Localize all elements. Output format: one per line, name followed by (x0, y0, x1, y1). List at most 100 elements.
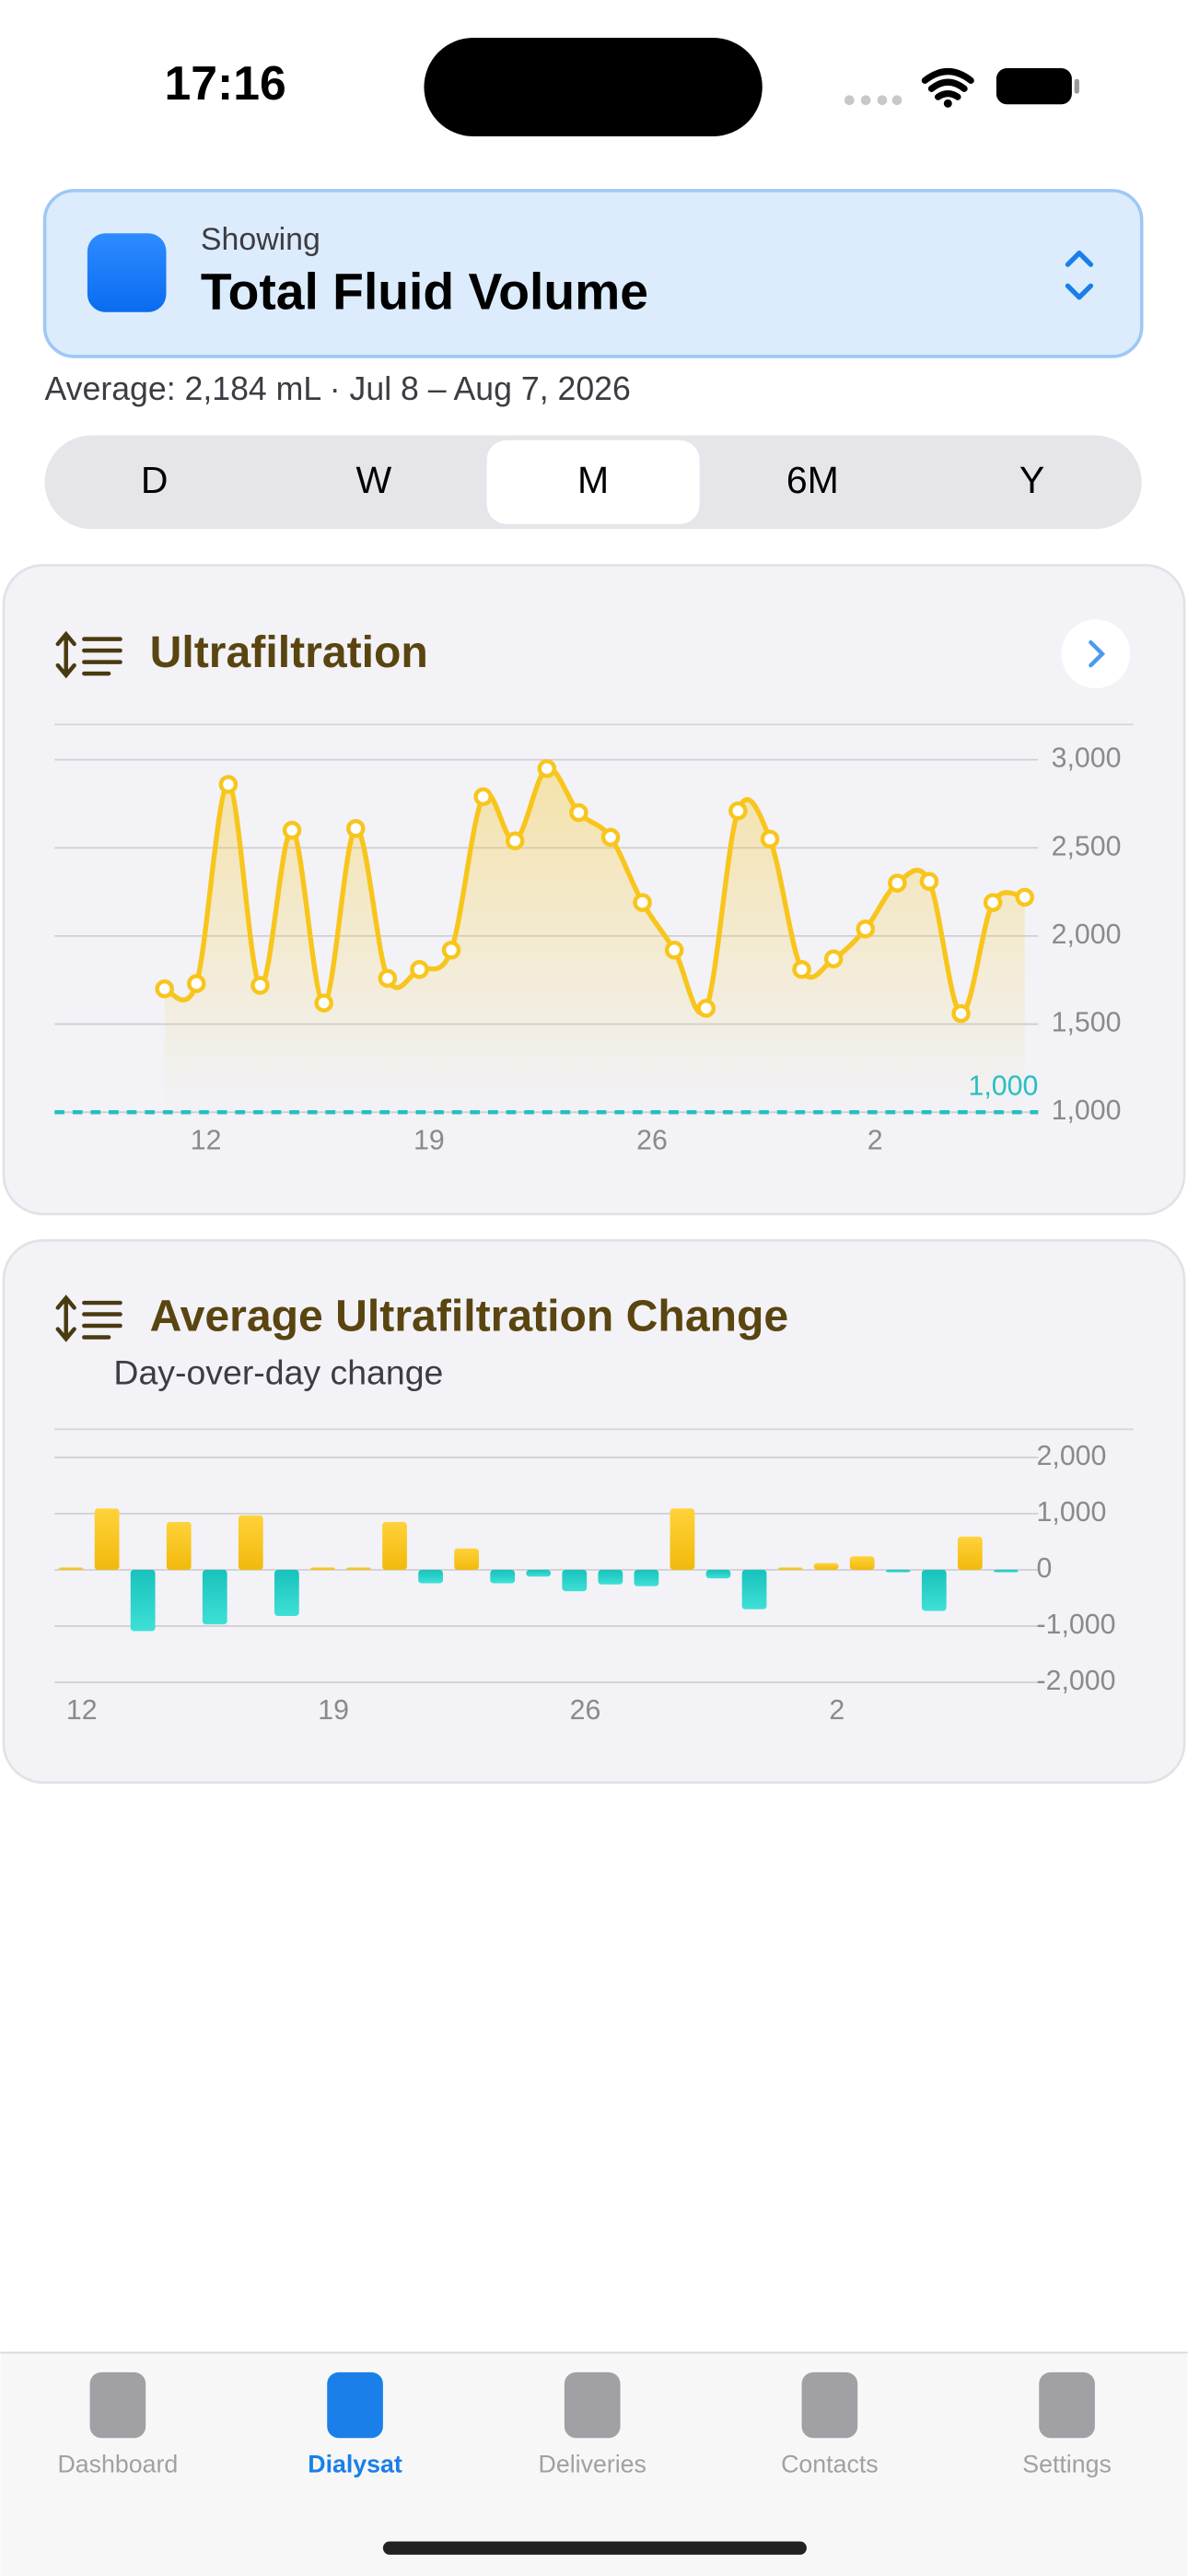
tab-item[interactable]: Dashboard (57, 2371, 178, 2478)
bar (238, 1515, 263, 1570)
bar (598, 1569, 623, 1585)
area (164, 767, 1025, 1113)
point (155, 979, 174, 999)
x-tick-label: 19 (413, 1125, 445, 1155)
point (378, 968, 398, 989)
bar (130, 1569, 156, 1632)
y-tick-label: 1,000 (1052, 1095, 1122, 1126)
segment-label: M (577, 459, 609, 501)
bar (346, 1567, 371, 1570)
point (600, 827, 621, 848)
point (664, 940, 684, 960)
point (823, 949, 844, 969)
bar (741, 1569, 767, 1610)
bar (58, 1567, 84, 1570)
point (537, 758, 557, 779)
tab-item[interactable]: Deliveries (539, 2371, 646, 2478)
segment-selected[interactable] (486, 439, 700, 524)
chart: 2,000 1,000 0 -1,000 -2,000 12 19 26 2 (54, 1428, 1134, 1726)
tab-label: Dialysat (308, 2451, 402, 2478)
point (728, 801, 748, 821)
tab-icon (1039, 2371, 1095, 2439)
tab-icon (801, 2371, 858, 2439)
y-tick-label: 0 (1037, 1553, 1053, 1584)
bar (166, 1522, 192, 1570)
bar (526, 1569, 552, 1577)
tab-label: Dashboard (57, 2451, 178, 2478)
tab-label: Deliveries (539, 2451, 646, 2478)
y-tick-label: 2,500 (1052, 831, 1122, 861)
bar (670, 1508, 695, 1570)
summary: Average: 2,184 mL · Jul 8 – Aug 7, 2026 (45, 370, 631, 407)
tab-icon (89, 2371, 146, 2439)
x-tick-label: 19 (318, 1695, 349, 1726)
point (1015, 887, 1034, 907)
x-tick-label: 2 (868, 1125, 883, 1155)
bar (94, 1508, 120, 1570)
point (346, 818, 366, 838)
bar (813, 1563, 839, 1570)
point (314, 993, 333, 1013)
y-tick-label: 1,000 (1037, 1497, 1107, 1528)
dynamic-island (424, 38, 763, 137)
segment-label: Y (1019, 459, 1044, 501)
home-indicator (382, 2541, 807, 2555)
point (633, 893, 652, 912)
bar (202, 1569, 227, 1625)
bar (957, 1536, 983, 1570)
point (505, 831, 525, 850)
bar (562, 1569, 588, 1592)
segment-label: W (356, 459, 392, 501)
bar (310, 1567, 335, 1570)
chart-card (2, 1238, 1186, 1785)
tab-item[interactable]: Contacts (781, 2371, 879, 2478)
chart-title: Ultrafiltration (150, 627, 428, 677)
point (888, 873, 907, 893)
bar (634, 1569, 659, 1587)
segment-label: D (141, 459, 169, 501)
y-tick-label: 2,000 (1052, 919, 1122, 950)
point (473, 787, 493, 807)
status-time: 17:16 (165, 56, 286, 110)
metric-icon (87, 233, 167, 312)
point (569, 802, 588, 823)
point (441, 940, 461, 960)
bar (921, 1569, 947, 1611)
battery-tip (1074, 78, 1079, 94)
point (856, 919, 876, 939)
tab-label: Contacts (781, 2451, 879, 2478)
x-tick-label: 26 (570, 1695, 601, 1726)
bar (454, 1548, 480, 1570)
tab-item[interactable]: Dialysat (308, 2371, 402, 2478)
bar (994, 1569, 1019, 1573)
card-icon (55, 1294, 122, 1342)
y-tick-label: 2,000 (1037, 1441, 1107, 1471)
wifi-dot (943, 99, 952, 108)
bar (705, 1569, 731, 1579)
detail-button[interactable] (1061, 619, 1131, 689)
point (187, 974, 206, 993)
bar (885, 1569, 911, 1573)
x-tick-label: 12 (191, 1125, 222, 1155)
bar (490, 1569, 516, 1584)
wifi-icon (921, 68, 974, 100)
y-tick-label: 3,000 (1052, 744, 1122, 774)
chevron-icon (1089, 639, 1106, 668)
bar (849, 1556, 875, 1570)
tab-label: Settings (1022, 2451, 1112, 2478)
point (250, 976, 270, 995)
picker-title: Total Fluid Volume (201, 263, 648, 321)
picker-chevrons (1065, 250, 1094, 300)
metric-picker[interactable] (42, 189, 1144, 358)
bar (418, 1569, 443, 1584)
tab-item[interactable]: Settings (1022, 2371, 1112, 2478)
card-icon (55, 630, 122, 679)
point (919, 872, 939, 891)
y-tick-label: 1,500 (1052, 1008, 1122, 1038)
tab-icon (564, 2371, 621, 2439)
point (792, 960, 811, 979)
point (410, 960, 429, 979)
